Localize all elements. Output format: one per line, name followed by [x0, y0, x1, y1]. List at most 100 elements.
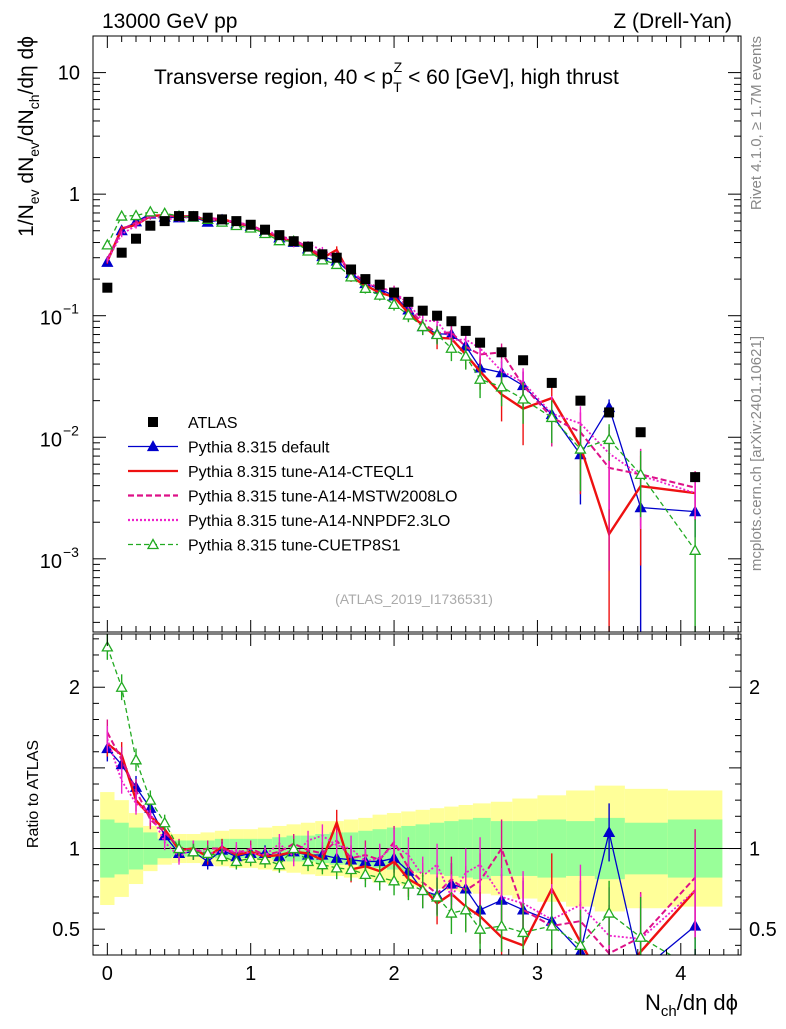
- marker-triangle-open: [129, 753, 143, 765]
- marker-square: [188, 211, 199, 222]
- marker-square: [432, 310, 443, 321]
- y-tick-label-exponent: −3: [63, 544, 79, 560]
- x-tick-label: 2: [388, 963, 399, 985]
- marker-triangle-open: [459, 349, 472, 361]
- marker-triangle-open: [172, 842, 186, 854]
- marker-square: [389, 287, 400, 298]
- marker-square: [460, 325, 471, 336]
- marker-triangle-open: [387, 298, 401, 309]
- marker-square: [346, 264, 357, 275]
- series-ratio-line: [106, 731, 696, 955]
- marker-triangle-open: [273, 234, 286, 246]
- marker-triangle-open: [445, 341, 458, 353]
- marker-triangle-open: [387, 874, 401, 886]
- marker-triangle-open: [690, 965, 700, 974]
- ratio-tick-label-right: 1: [749, 839, 760, 861]
- marker-triangle-open: [146, 538, 160, 550]
- analysis-id: (ATLAS_2019_I1736531): [335, 591, 493, 607]
- y-tick-label: 10: [40, 551, 62, 573]
- marker-triangle-open: [416, 320, 429, 332]
- marker-triangle-open: [273, 858, 286, 870]
- marker-triangle-filled: [146, 440, 160, 452]
- y-tick-label: 1: [69, 184, 80, 206]
- marker-triangle-open: [495, 380, 508, 392]
- x-tick-label: 0: [102, 963, 113, 985]
- marker-triangle-open: [144, 205, 157, 217]
- marker-square: [102, 282, 113, 293]
- marker-square: [217, 214, 228, 225]
- legend-entry: Pythia 8.315 tune-CUETP8S1: [128, 538, 401, 555]
- marker-triangle-open: [689, 543, 702, 555]
- legend-label: Pythia 8.315 tune-CUETP8S1: [188, 538, 401, 555]
- legend-label: Pythia 8.315 tune-A14-NNPDF2.3LO: [188, 513, 450, 530]
- marker-square: [604, 407, 615, 418]
- y-tick-label: 10: [58, 63, 80, 85]
- marker-square: [288, 236, 299, 247]
- ratio-tick-label-left: 1: [69, 839, 80, 861]
- legend-label: Pythia 8.315 tune-A14-MSTW2008LO: [188, 489, 457, 506]
- marker-triangle-open: [230, 855, 243, 867]
- marker-triangle-open: [258, 853, 272, 865]
- legend-entry: Pythia 8.315 tune-A14-CTEQL1: [128, 464, 414, 481]
- ratio-tick-label-right: 0.5: [749, 919, 777, 941]
- marker-triangle-open: [158, 816, 171, 828]
- marker-triangle-open: [344, 270, 358, 282]
- chart-title: Transverse region, 40 < pTZ < 60 [GeV], …: [154, 59, 619, 95]
- header-right: Z (Drell-Yan): [613, 10, 732, 33]
- marker-triangle-filled: [603, 826, 616, 838]
- marker-square: [417, 305, 428, 316]
- marker-square: [260, 224, 271, 235]
- marker-triangle-open: [473, 922, 487, 934]
- marker-triangle-open: [244, 851, 257, 863]
- marker-triangle-open: [430, 328, 444, 340]
- ratio-tick-label-right: 2: [749, 677, 760, 699]
- marker-square: [403, 296, 414, 307]
- main-frame: [92, 35, 742, 633]
- legend-label: Pythia 8.315 default: [188, 440, 330, 457]
- marker-square: [475, 337, 486, 348]
- series-ratio-line: [106, 738, 696, 940]
- legend-entry: Pythia 8.315 tune-A14-MSTW2008LO: [128, 489, 457, 506]
- marker-square: [331, 252, 342, 263]
- series-ratio-line: [106, 646, 672, 955]
- marker-square: [159, 216, 170, 227]
- series-line: [106, 211, 696, 551]
- legend-label: ATLAS: [188, 415, 238, 432]
- marker-triangle-open: [495, 919, 508, 931]
- marker-triangle-open: [373, 871, 386, 883]
- ratio-frame: [92, 633, 742, 956]
- ratio-tick-label-left: 2: [69, 677, 80, 699]
- series-ratio-4: [101, 634, 700, 974]
- marker-triangle-open: [316, 253, 329, 265]
- marker-triangle-open: [603, 906, 616, 918]
- main-plot-area: [101, 205, 702, 632]
- marker-triangle-open: [115, 209, 128, 221]
- marker-triangle-open: [201, 847, 214, 859]
- marker-triangle-open: [301, 855, 315, 867]
- marker-triangle-open: [287, 842, 300, 854]
- atlas-data: [102, 211, 701, 483]
- marker-square: [546, 377, 557, 388]
- marker-square: [374, 279, 385, 290]
- y-tick-label-exponent: −2: [63, 422, 79, 438]
- marker-square: [446, 316, 457, 327]
- y-tick-label: 10: [40, 308, 62, 330]
- marker-square: [303, 241, 314, 252]
- series-line: [106, 213, 696, 537]
- marker-square: [174, 211, 185, 222]
- marker-square: [148, 417, 158, 427]
- marker-square: [518, 355, 529, 366]
- marker-triangle-open: [634, 468, 647, 480]
- x-axis-label: Nch/dη dϕ: [645, 990, 738, 1020]
- marker-triangle-open: [402, 877, 415, 889]
- marker-triangle-open: [101, 640, 114, 652]
- marker-triangle-open: [402, 308, 415, 320]
- marker-triangle-open: [516, 926, 530, 938]
- marker-triangle-open: [215, 850, 229, 862]
- header-left: 13000 GeV pp: [102, 10, 237, 33]
- legend-entry: Pythia 8.315 default: [128, 440, 330, 457]
- marker-triangle-open: [430, 890, 444, 902]
